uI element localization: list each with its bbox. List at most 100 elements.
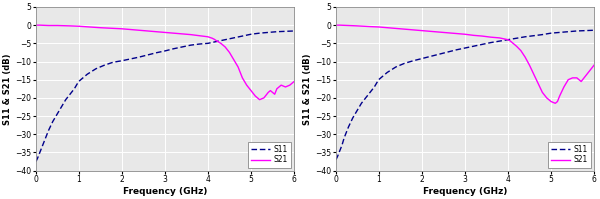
S11	[45, 129, 52, 132]
S21	[578, 80, 585, 83]
S21	[226, 51, 233, 54]
S21	[556, 95, 563, 97]
S21	[590, 64, 598, 66]
S11	[83, 73, 91, 75]
S21	[45, 24, 52, 27]
Y-axis label: S11 & S21 (dB): S11 & S21 (dB)	[304, 53, 313, 125]
S21	[217, 42, 224, 45]
S21	[243, 84, 250, 86]
S21	[552, 102, 559, 104]
S21	[286, 84, 293, 86]
S11	[383, 71, 391, 74]
S11	[410, 60, 417, 62]
S11	[75, 80, 82, 83]
S11	[345, 126, 352, 128]
S11	[539, 33, 546, 36]
S21	[205, 36, 212, 38]
S21	[170, 32, 177, 34]
S21	[440, 31, 447, 34]
S21	[367, 25, 374, 28]
S11	[101, 64, 108, 66]
S21	[290, 80, 298, 83]
S11	[239, 35, 246, 37]
S21	[273, 88, 280, 90]
S21	[282, 86, 289, 88]
S11	[178, 46, 185, 48]
S11	[196, 43, 203, 45]
Line: S11: S11	[36, 31, 294, 162]
Line: S21: S21	[36, 25, 294, 100]
S11	[444, 51, 451, 53]
S21	[260, 97, 268, 99]
S11	[161, 50, 169, 52]
S11	[58, 106, 65, 108]
S11	[565, 30, 572, 33]
S21	[140, 29, 147, 32]
S21	[505, 38, 512, 41]
S21	[560, 86, 568, 88]
X-axis label: Frequency (GHz): Frequency (GHz)	[422, 186, 507, 196]
S11	[336, 149, 343, 152]
S11	[582, 29, 589, 32]
S11	[470, 45, 477, 47]
S11	[230, 37, 238, 39]
S21	[539, 91, 546, 94]
S21	[213, 40, 220, 42]
Legend: S11, S21: S11, S21	[248, 142, 291, 168]
S21	[178, 33, 185, 35]
S21	[397, 28, 404, 30]
S11	[436, 53, 443, 56]
S11	[49, 120, 56, 123]
S21	[345, 24, 352, 27]
S21	[32, 24, 40, 26]
S11	[427, 55, 434, 58]
S21	[75, 25, 82, 27]
S21	[332, 24, 340, 26]
S21	[267, 89, 274, 92]
S21	[118, 28, 125, 30]
S11	[505, 38, 512, 41]
S11	[452, 49, 460, 51]
S11	[341, 137, 348, 139]
S11	[67, 93, 74, 96]
S11	[349, 117, 356, 119]
S11	[118, 60, 125, 62]
S21	[187, 33, 194, 36]
S11	[556, 31, 563, 34]
S21	[269, 91, 276, 94]
S11	[38, 146, 46, 148]
S21	[521, 56, 529, 58]
S11	[53, 113, 61, 115]
S21	[535, 82, 542, 85]
S21	[67, 25, 74, 27]
S21	[526, 64, 533, 66]
S11	[367, 91, 374, 94]
Line: S21: S21	[336, 25, 594, 103]
S11	[358, 102, 365, 104]
S11	[547, 32, 554, 34]
S11	[34, 157, 41, 159]
S11	[487, 41, 494, 44]
S11	[136, 56, 143, 58]
S11	[371, 86, 378, 88]
S11	[170, 48, 177, 50]
S21	[196, 34, 203, 37]
S21	[53, 24, 61, 27]
S11	[513, 37, 520, 39]
S21	[230, 59, 238, 61]
S11	[290, 30, 298, 32]
S21	[530, 73, 538, 75]
S11	[375, 78, 382, 81]
S21	[97, 26, 104, 29]
S21	[543, 97, 550, 99]
S21	[36, 24, 43, 26]
S21	[252, 95, 259, 97]
S11	[221, 38, 229, 41]
S21	[513, 45, 520, 47]
S21	[470, 34, 477, 37]
S11	[152, 52, 160, 54]
S21	[353, 25, 361, 27]
S21	[478, 35, 485, 37]
S11	[418, 57, 425, 60]
S21	[569, 77, 576, 79]
